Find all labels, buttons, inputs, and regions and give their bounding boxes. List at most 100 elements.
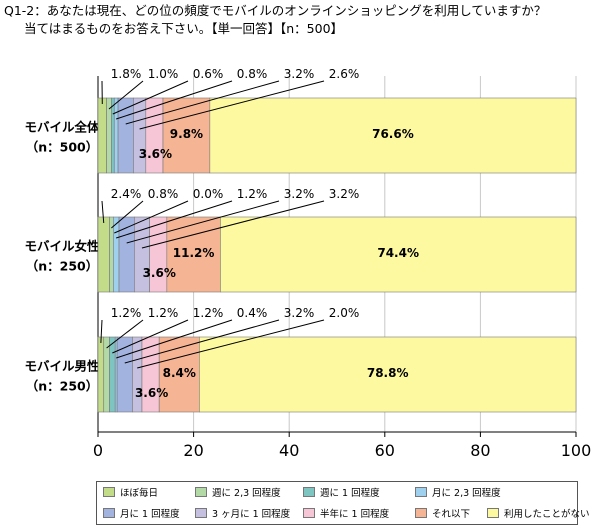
data-label: 0.0% bbox=[193, 187, 224, 201]
legend-label: ほぼ毎日 bbox=[120, 488, 159, 499]
bar-segment bbox=[149, 216, 168, 293]
category-label: モバイル女性 bbox=[24, 239, 100, 254]
legend-label: それ以下 bbox=[432, 509, 471, 520]
leader-line bbox=[116, 319, 233, 359]
data-label: 8.4% bbox=[163, 366, 196, 380]
leader-line bbox=[141, 200, 325, 249]
x-tick-label: 20 bbox=[183, 441, 203, 460]
leader-line bbox=[108, 80, 144, 110]
data-label: 3.2% bbox=[284, 306, 315, 320]
data-label: 1.2% bbox=[148, 306, 179, 320]
bar-segment bbox=[220, 216, 577, 293]
leader-line bbox=[124, 319, 280, 364]
leader-line bbox=[112, 319, 189, 354]
leader-line bbox=[116, 80, 233, 120]
legend-swatch bbox=[303, 487, 315, 497]
legend-label: 週に 2,3 回程度 bbox=[212, 488, 281, 499]
x-tick-label: 40 bbox=[279, 441, 299, 460]
bar-segment bbox=[103, 336, 110, 413]
bar-segment bbox=[162, 97, 211, 174]
leader-line bbox=[111, 200, 144, 229]
legend-item: 利用したことがない bbox=[487, 506, 590, 520]
legend-label: 利用したことがない bbox=[504, 509, 590, 520]
bar-segment bbox=[145, 97, 164, 174]
data-label: 3.2% bbox=[329, 187, 360, 201]
leader-line bbox=[106, 319, 144, 349]
legend-label: 週に 1 回程度 bbox=[320, 488, 380, 499]
data-label: 1.2% bbox=[237, 187, 268, 201]
data-label: 1.2% bbox=[111, 306, 142, 320]
data-label: 3.2% bbox=[284, 67, 315, 81]
leader-line bbox=[126, 200, 280, 244]
bar-segment bbox=[111, 97, 115, 174]
data-label: 74.4% bbox=[377, 246, 419, 260]
leader-line bbox=[137, 319, 325, 369]
data-label: 0.8% bbox=[237, 67, 268, 81]
leader-line bbox=[125, 80, 280, 125]
bar-segment bbox=[109, 336, 116, 413]
leader-line bbox=[112, 80, 189, 115]
bar-segment bbox=[109, 216, 114, 293]
data-label: 2.4% bbox=[111, 187, 142, 201]
bar-segment bbox=[116, 336, 133, 413]
bar-segment bbox=[112, 216, 120, 293]
data-label: 0.6% bbox=[193, 67, 224, 81]
category-label: モバイル男性 bbox=[24, 359, 100, 374]
data-label: 0.8% bbox=[148, 187, 179, 201]
category-count-label: （n：500） bbox=[26, 140, 99, 155]
legend-item: ほぼ毎日 bbox=[103, 485, 158, 499]
bar-segment bbox=[117, 97, 134, 174]
bar-segment bbox=[209, 97, 577, 174]
legend-swatch bbox=[415, 508, 427, 518]
legend-label: 月に 2,3 回程度 bbox=[432, 488, 501, 499]
legend-swatch bbox=[303, 508, 315, 518]
x-tick-label: 100 bbox=[561, 441, 592, 460]
legend-item: 半年に 1 回程度 bbox=[303, 506, 389, 520]
legend-item: 週に 1 回程度 bbox=[303, 485, 380, 499]
data-label: 3.6% bbox=[135, 386, 168, 400]
bar-segment bbox=[113, 97, 119, 174]
title-line-2: 当てはまるものをお答え下さい。【単一回答】【n：500】 bbox=[24, 21, 344, 36]
legend-swatch bbox=[103, 508, 115, 518]
stacked-bar-chart: 0 20 40 60 80 100 モバイル全体 （n：500） 3.6% 9.8% 76.6% 1.… bbox=[24, 67, 592, 460]
data-label: 1.0% bbox=[148, 67, 179, 81]
leader-line bbox=[139, 80, 325, 130]
data-label: 76.6% bbox=[372, 127, 414, 141]
leader-line bbox=[114, 200, 189, 234]
data-label: 1.8% bbox=[111, 67, 142, 81]
data-label: 3.6% bbox=[139, 147, 172, 161]
leader-line bbox=[100, 319, 103, 344]
legend-item: 月に 2,3 回程度 bbox=[415, 485, 501, 499]
chart-title: Q1-2：あなたは現在、どの位の頻度でモバイルのオンラインショッピングを利用して… bbox=[4, 2, 546, 38]
chart-legend: ほぼ毎日 週に 2,3 回程度 週に 1 回程度 月に 2,3 回程度月に 1 回程度… bbox=[96, 481, 590, 525]
data-label: 78.8% bbox=[367, 366, 409, 380]
data-label: 11.2% bbox=[173, 246, 215, 260]
bar-segment bbox=[118, 216, 135, 293]
bar-segment bbox=[199, 336, 577, 413]
data-label: 1.2% bbox=[193, 306, 224, 320]
legend-item: 週に 2,3 回程度 bbox=[195, 485, 281, 499]
bar-segment bbox=[133, 97, 147, 174]
bar-segment bbox=[158, 336, 200, 413]
data-label: 3.2% bbox=[284, 187, 315, 201]
leader-line bbox=[101, 200, 105, 224]
title-line-1: Q1-2：あなたは現在、どの位の頻度でモバイルのオンラインショッピングを利用して… bbox=[4, 3, 547, 18]
legend-swatch bbox=[415, 487, 427, 497]
bar-segment bbox=[97, 97, 107, 174]
bar-segment bbox=[97, 336, 105, 413]
legend-label: 月に 1 回程度 bbox=[120, 509, 180, 520]
legend-swatch bbox=[103, 487, 115, 497]
leader-line bbox=[116, 200, 233, 239]
legend-item: 月に 1 回程度 bbox=[103, 506, 180, 520]
legend-label: 半年に 1 回程度 bbox=[320, 509, 390, 520]
data-label: 9.8% bbox=[170, 127, 203, 141]
data-label: 2.0% bbox=[329, 306, 360, 320]
x-tick-label: 0 bbox=[93, 441, 103, 460]
data-label: 2.6% bbox=[329, 67, 360, 81]
bar-segment bbox=[106, 97, 112, 174]
legend-item: それ以下 bbox=[415, 506, 470, 520]
bar-segment bbox=[97, 216, 110, 293]
bar-segment bbox=[166, 216, 221, 293]
category-count-label: （n：250） bbox=[26, 379, 99, 394]
data-label: 0.4% bbox=[237, 306, 268, 320]
